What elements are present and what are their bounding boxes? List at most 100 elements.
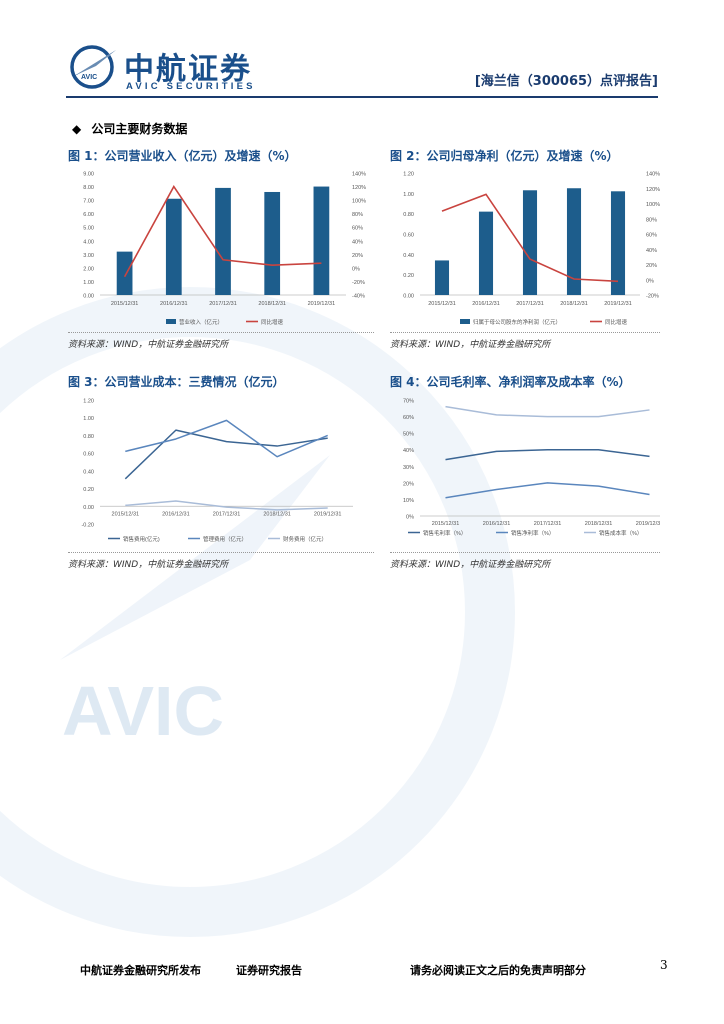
- y-right-tick-label: -20%: [352, 280, 365, 286]
- legend-label: 销售费用(亿元): [123, 535, 160, 543]
- y-right-tick-label: 80%: [352, 212, 363, 218]
- y-right-tick-label: -20%: [646, 294, 659, 300]
- header-rule: [66, 96, 658, 98]
- growth-line: [123, 185, 322, 278]
- y-left-tick-label: 0.40: [403, 253, 414, 259]
- figure-2-source: 资料来源：WIND，中航证券金融研究所: [390, 340, 551, 350]
- bar: [165, 198, 182, 295]
- x-tick-label: 2017/12/31: [516, 301, 544, 307]
- y-left-tick-label: 2.00: [83, 266, 94, 272]
- bar: [566, 188, 582, 295]
- figure-4-title: 图 4：公司毛利率、净利润率及成本率（%）: [390, 375, 631, 389]
- y-tick-label: 40%: [403, 448, 414, 454]
- legend-label: 销售净利率（%）: [511, 529, 554, 537]
- section-heading: ◆ 公司主要财务数据: [72, 120, 187, 137]
- bar: [116, 251, 133, 295]
- y-left-tick-label: 6.00: [83, 212, 94, 218]
- y-right-tick-label: 80%: [646, 217, 657, 223]
- y-left-tick-label: 8.00: [83, 185, 94, 191]
- legend-label: 同比增速: [261, 318, 284, 326]
- y-left-tick-label: 3.00: [83, 253, 94, 259]
- y-tick-label: 0.80: [83, 434, 94, 440]
- x-tick-label: 2019/12/31: [308, 301, 336, 307]
- figure-1-separator: [68, 332, 374, 333]
- y-tick-label: 0.20: [83, 487, 94, 493]
- bar: [215, 187, 231, 295]
- y-tick-label: 0.60: [83, 452, 94, 458]
- logo-english: AVIC SECURITIES: [126, 81, 256, 92]
- y-tick-label: 0%: [406, 515, 414, 521]
- logo-chinese: 中航证券: [124, 52, 252, 87]
- avic-logo-icon: AVIC: [70, 45, 116, 89]
- watermark-text: AVIC: [62, 672, 224, 750]
- bar: [264, 191, 281, 295]
- figure-4-source: 资料来源：WIND，中航证券金融研究所: [390, 560, 551, 570]
- figure-3-separator: [68, 552, 374, 553]
- legend-label: 同比增速: [605, 318, 628, 326]
- legend-label: 财务费用（亿元）: [283, 535, 327, 543]
- chart-net-profit: 0.00 0.20 0.40 0.60 0.80 1.00 1.20 -20% 0% 20% 40%…: [403, 172, 660, 327]
- y-tick-label: 1.20: [83, 399, 94, 405]
- series-line: [445, 405, 650, 418]
- y-tick-label: 70%: [403, 399, 414, 405]
- legend-swatch-bar: [460, 319, 470, 324]
- x-tick-label: 2016/12/31: [472, 301, 500, 307]
- page-number: 3: [660, 958, 668, 972]
- report-title: [海兰信（300065）点评报告]: [474, 74, 658, 89]
- y-left-tick-label: 9.00: [83, 172, 94, 178]
- y-right-tick-label: 40%: [646, 248, 657, 254]
- x-tick-label: 2015/12/31: [112, 511, 140, 517]
- y-right-tick-label: 20%: [646, 263, 657, 269]
- y-right-tick-label: 40%: [352, 239, 363, 245]
- y-left-tick-label: 5.00: [83, 226, 94, 232]
- y-left-tick-label: 0.00: [403, 294, 414, 300]
- legend-label: 销售毛利率（%）: [423, 529, 466, 537]
- y-right-tick-label: 120%: [352, 185, 366, 191]
- chart-expenses: -0.20 0.00 0.20 0.40 0.60 0.80 1.00 1.20 2015/12…: [81, 399, 353, 543]
- x-tick-label: 2018/12/31: [258, 301, 286, 307]
- x-tick-label: 2016/12/31: [483, 521, 511, 527]
- legend-label: 归属于母公司股东的净利润（亿元）: [473, 318, 561, 326]
- y-right-tick-label: 140%: [352, 172, 366, 178]
- x-tick-label: 2018/12/31: [560, 301, 588, 307]
- y-right-tick-label: 100%: [646, 202, 660, 208]
- y-left-tick-label: 0.60: [403, 233, 414, 239]
- x-tick-label: 2018/12/31: [263, 511, 291, 517]
- bar: [434, 260, 450, 295]
- y-right-tick-label: 0%: [352, 266, 360, 272]
- x-tick-label: 2015/12/31: [428, 301, 456, 307]
- chart-margins: 0% 10% 20% 30% 40% 50% 60% 70% 2015/12/31 2016/12…: [403, 399, 660, 537]
- y-left-tick-label: 4.00: [83, 239, 94, 245]
- x-tick-label: 2019/12/31: [636, 521, 660, 527]
- y-tick-label: 1.00: [83, 416, 94, 422]
- bar: [610, 191, 626, 295]
- y-left-tick-label: 7.00: [83, 199, 94, 205]
- x-tick-label: 2015/12/31: [432, 521, 460, 527]
- y-tick-label: 0.00: [83, 505, 94, 511]
- y-tick-label: 0.40: [83, 469, 94, 475]
- bar: [313, 186, 330, 295]
- section-bullet: ◆: [72, 122, 82, 136]
- y-right-tick-label: 60%: [646, 233, 657, 239]
- footer-disclaimer: 请务必阅读正文之后的免责声明部分: [410, 964, 586, 977]
- figure-4-separator: [390, 552, 660, 553]
- series-line: [125, 500, 328, 511]
- y-left-tick-label: 1.20: [403, 172, 414, 178]
- figure-2-title: 图 2：公司归母净利（亿元）及增速（%）: [390, 149, 619, 163]
- y-tick-label: 60%: [403, 415, 414, 421]
- figure-1-title: 图 1：公司营业收入（亿元）及增速（%）: [68, 149, 297, 163]
- x-tick-label: 2017/12/31: [534, 521, 562, 527]
- y-tick-label: 30%: [403, 465, 414, 471]
- y-left-tick-label: 1.00: [403, 192, 414, 198]
- x-tick-label: 2017/12/31: [209, 301, 237, 307]
- y-right-tick-label: 20%: [352, 253, 363, 259]
- x-tick-label: 2016/12/31: [162, 511, 190, 517]
- y-tick-label: 20%: [403, 481, 414, 487]
- y-left-tick-label: 0.80: [403, 212, 414, 218]
- legend-label: 营业收入（亿元）: [179, 318, 223, 326]
- series-line: [124, 429, 328, 480]
- y-tick-label: 50%: [403, 432, 414, 438]
- y-tick-label: -0.20: [81, 523, 94, 529]
- series-line: [445, 482, 650, 499]
- footer-publisher: 中航证券金融研究所发布: [80, 964, 201, 977]
